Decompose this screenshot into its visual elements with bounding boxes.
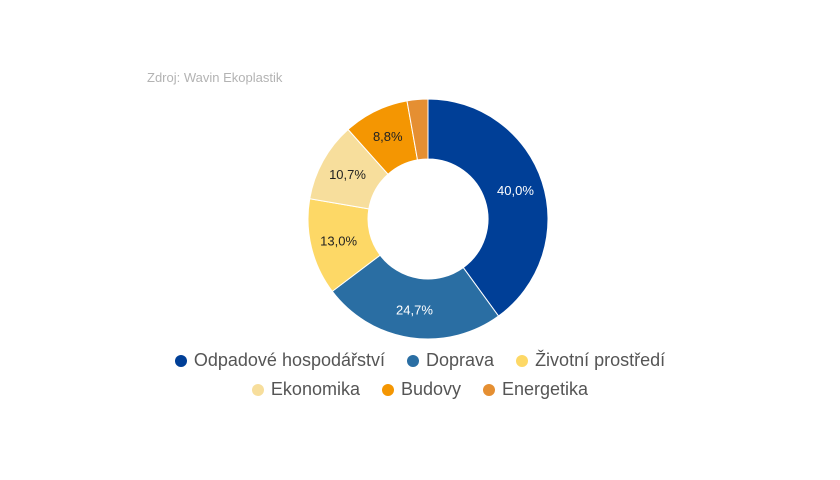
slice-1[interactable] (427, 98, 549, 317)
legend-swatch (251, 383, 264, 396)
legend-label: Odpadové hospodářství (193, 350, 386, 370)
source-note: Zdroj: Wavin Ekoplastik (147, 70, 283, 85)
legend-row-1: Odpadové hospodářství Doprava Životní pr… (0, 350, 840, 371)
legend-item-odpadove-hospodarstvi[interactable]: Odpadové hospodářství (174, 350, 386, 371)
slice-2[interactable] (331, 254, 500, 340)
legend-label: Energetika (502, 379, 589, 399)
legend-label: Budovy (400, 379, 462, 399)
legend-item-doprava[interactable]: Doprava (407, 350, 494, 371)
slice-label-3: 13,0% (320, 233, 357, 248)
legend-item-energetika[interactable]: Energetika (483, 379, 588, 400)
legend-item-zivotni-prostredi[interactable]: Životní prostředí (516, 350, 665, 371)
legend-item-budovy[interactable]: Budovy (381, 379, 462, 400)
legend-label: Životní prostředí (535, 350, 666, 370)
slice-label-2: 24,7% (396, 302, 433, 317)
legend-swatch (483, 383, 496, 396)
slice-6[interactable] (406, 98, 429, 161)
legend-label: Doprava (426, 350, 495, 370)
slice-label-1: 40,0% (497, 183, 534, 198)
legend-label: Ekonomika (270, 379, 360, 399)
legend-row-2: Ekonomika Budovy Energetika (0, 379, 840, 400)
legend-item-ekonomika[interactable]: Ekonomika (251, 379, 360, 400)
legend-swatch (381, 383, 394, 396)
slice-label-4: 10,7% (329, 167, 366, 182)
legend-swatch (174, 354, 187, 367)
slice-label-5: 8,8% (373, 129, 403, 144)
legend-swatch (516, 354, 529, 367)
legend-swatch (407, 354, 420, 367)
